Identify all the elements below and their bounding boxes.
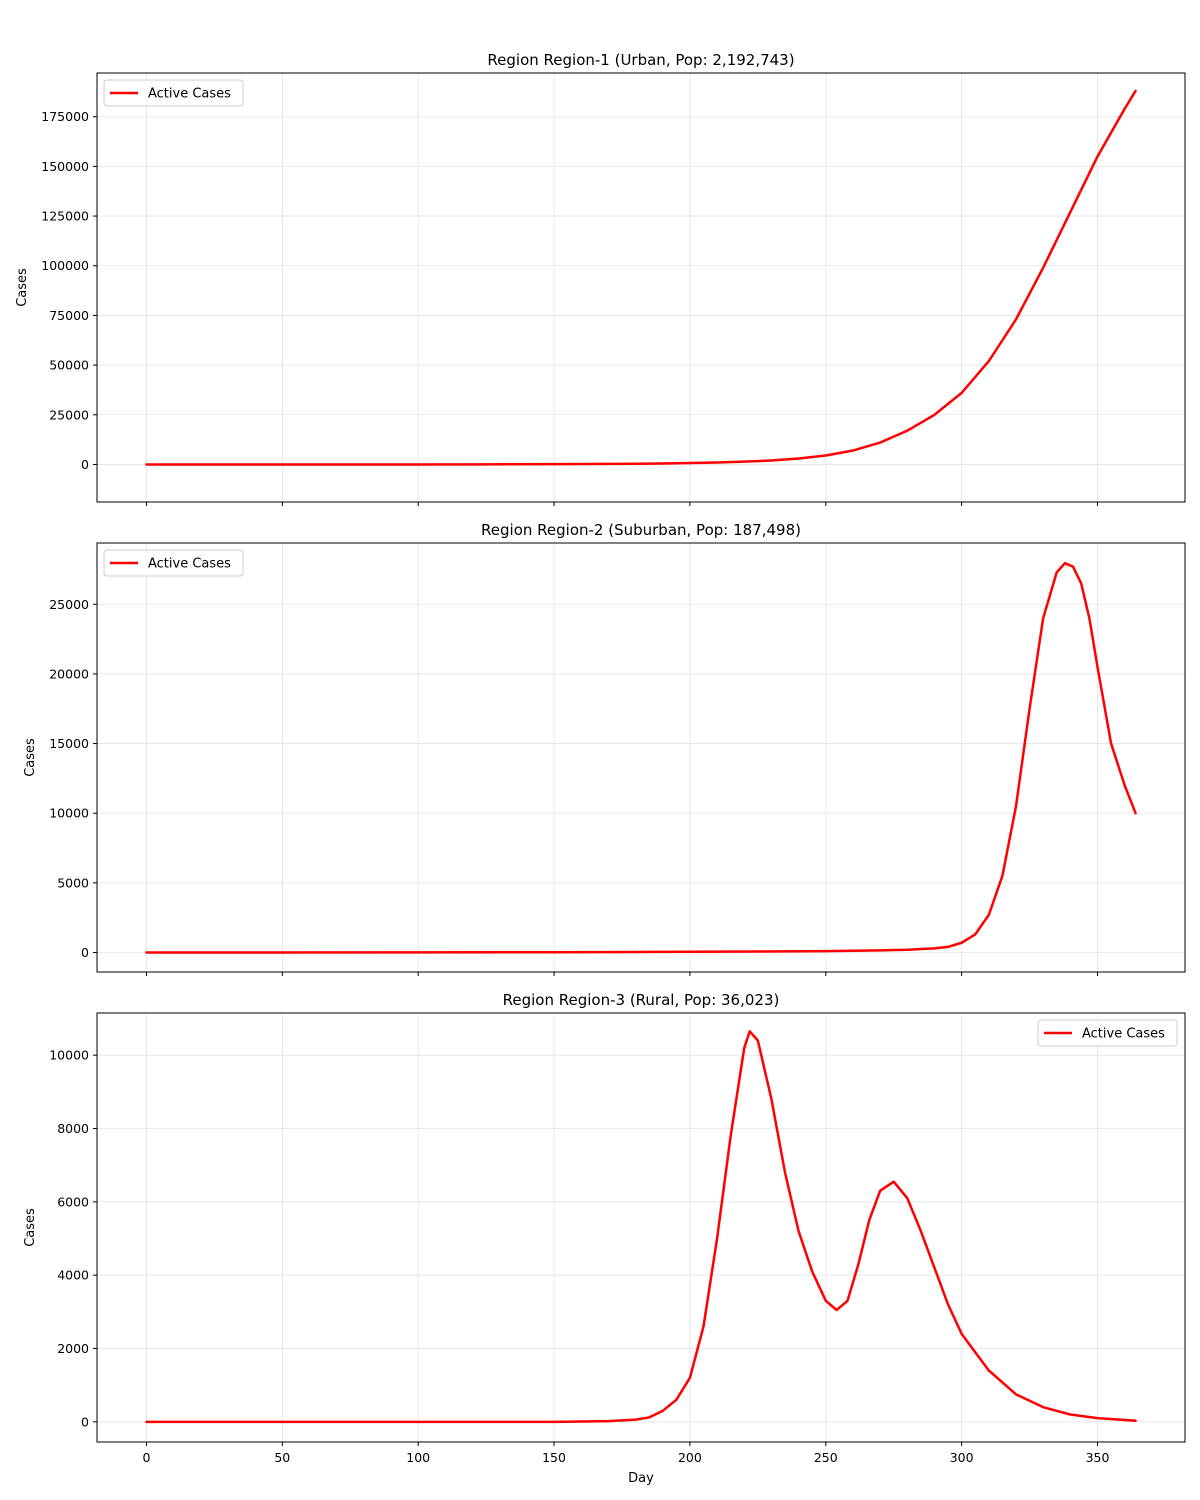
y-tick-label: 0 [81,457,89,472]
x-tick-label: 150 [542,1450,566,1465]
y-tick-label: 50000 [49,358,89,373]
x-axis-label: Day [628,1471,654,1486]
series-layer [145,89,1137,466]
plot-frame [96,542,1186,973]
x-tick-label: 50 [274,1450,290,1465]
y-axis-label: Cases [15,268,30,307]
legend-box [1037,1019,1178,1047]
y-tick-label: 100000 [41,258,89,273]
ticks: 0 5000 10000 15000 20000 25000 [49,597,1099,976]
series-line-active-cases [145,1030,1137,1424]
y-tick-label: 10000 [49,1048,89,1063]
y-tick-label: 125000 [41,209,89,224]
y-tick-label: 5000 [57,875,89,890]
legend-box [103,79,244,107]
y-tick-label: 6000 [57,1194,89,1209]
y-tick-label: 0 [81,945,89,960]
y-tick-label: 8000 [57,1121,89,1136]
subplot-region-2: 0 5000 10000 15000 20000 25000 Region Region-… [23,521,1186,976]
y-tick-label: 0 [81,1414,89,1429]
y-tick-label: 25000 [49,407,89,422]
y-tick-label: 2000 [57,1341,89,1356]
chart-title: Region Region-3 (Rural, Pop: 36,023) [503,991,780,1009]
legend: Active Cases [103,79,244,107]
y-axis-label: Cases [23,738,38,777]
x-tick-label: 0 [142,1450,150,1465]
plot-frame [96,72,1186,503]
y-tick-label: 175000 [41,109,89,124]
y-tick-label: 10000 [49,806,89,821]
x-tick-label: 350 [1086,1450,1110,1465]
legend-entry-active-cases: Active Cases [148,557,231,572]
legend: Active Cases [103,549,244,577]
x-tick-label: 250 [814,1450,838,1465]
y-tick-label: 75000 [49,308,89,323]
legend-entry-active-cases: Active Cases [148,87,231,102]
y-tick-label: 4000 [57,1268,89,1283]
ticks: 0 2000 4000 6000 8000 10000 0 50 100 150 200 250 300… [49,1048,1109,1465]
grid [97,1013,1185,1442]
x-tick-label: 200 [678,1450,702,1465]
y-tick-label: 25000 [49,597,89,612]
grid [97,543,1185,972]
legend: Active Cases [1037,1019,1178,1047]
series-layer [145,1030,1137,1424]
subplot-region-3: 0 2000 4000 6000 8000 10000 0 50 100 150 200 250 300… [23,991,1186,1486]
series-line-active-cases [145,561,1137,954]
x-tick-label: 100 [406,1450,430,1465]
plot-frame [96,1012,1186,1443]
series-layer [145,561,1137,954]
series-line-active-cases [145,89,1137,466]
x-tick-label: 300 [950,1450,974,1465]
chart-title: Region Region-2 (Suburban, Pop: 187,498) [481,521,801,539]
y-tick-label: 150000 [41,159,89,174]
legend-box [103,549,244,577]
y-tick-label: 20000 [49,666,89,681]
chart-title: Region Region-1 (Urban, Pop: 2,192,743) [487,51,794,69]
ticks: 0 25000 50000 75000 100000 125000 150000 175000 [41,109,1099,506]
legend-entry-active-cases: Active Cases [1082,1027,1165,1042]
y-axis-label: Cases [23,1208,38,1247]
subplot-region-1: 0 25000 50000 75000 100000 125000 150000 175000… [15,51,1186,506]
y-tick-label: 15000 [49,736,89,751]
